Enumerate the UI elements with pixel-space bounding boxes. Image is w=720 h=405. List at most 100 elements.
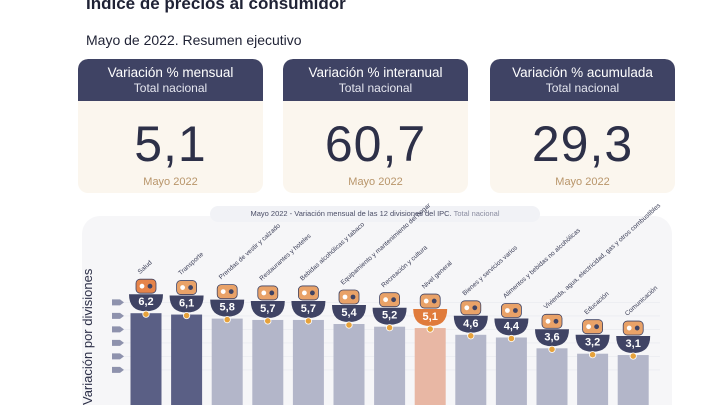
bar-group: 3,2 Educación bbox=[575, 290, 611, 405]
icon-detail bbox=[342, 294, 348, 300]
category-label: Transporte bbox=[177, 251, 205, 277]
icon-detail bbox=[228, 289, 234, 294]
bar bbox=[130, 313, 162, 405]
icon-detail bbox=[431, 298, 437, 304]
icon-shape bbox=[135, 278, 157, 294]
bar bbox=[455, 334, 487, 405]
y-tick-marker bbox=[112, 366, 124, 373]
icon-detail bbox=[391, 297, 396, 303]
bar-value-label: 6,1 bbox=[179, 298, 194, 310]
icon-shape bbox=[379, 292, 401, 308]
bar bbox=[211, 318, 243, 405]
medical-cross-icon bbox=[135, 278, 157, 294]
icon-detail bbox=[553, 318, 559, 324]
food-icon bbox=[500, 303, 522, 318]
bar-dot bbox=[507, 334, 515, 343]
bar-value-label: 5,8 bbox=[220, 302, 235, 314]
bar-group: 6,1 Transporte bbox=[169, 251, 205, 405]
icon-detail bbox=[472, 305, 478, 311]
bar-group: 6,2 Salud bbox=[129, 259, 163, 405]
icon-detail bbox=[505, 308, 510, 313]
bar-value-label: 4,4 bbox=[504, 321, 520, 333]
icon-shape bbox=[216, 284, 238, 300]
bar bbox=[252, 319, 284, 405]
y-tick-marker bbox=[112, 312, 124, 319]
y-tick-marker bbox=[112, 326, 124, 333]
value-bowl bbox=[453, 315, 488, 333]
icon-shape bbox=[297, 285, 319, 301]
icon-shape bbox=[257, 285, 279, 301]
bottle-icon bbox=[297, 285, 319, 301]
bar-dot bbox=[588, 351, 597, 359]
card-title: Variación % mensual bbox=[107, 65, 234, 80]
icon-detail bbox=[634, 325, 640, 331]
tools-icon bbox=[460, 300, 482, 316]
value-bowl bbox=[210, 299, 245, 317]
icon-shape bbox=[500, 303, 522, 318]
category-label: Recreación y cultura bbox=[380, 244, 429, 289]
chart-title: Mayo 2022 - Variación mensual de las 12 … bbox=[250, 209, 452, 218]
icon-shape bbox=[460, 300, 482, 316]
bar-value-label: 6,2 bbox=[138, 296, 153, 308]
icon-detail bbox=[261, 290, 267, 296]
icon-shape bbox=[176, 280, 198, 295]
bar-dot bbox=[304, 317, 312, 325]
bar-dot bbox=[467, 332, 475, 340]
bar bbox=[414, 328, 446, 405]
icon-detail bbox=[545, 318, 551, 324]
card-title: Variación % acumulada bbox=[512, 65, 653, 80]
chart-title-pill: Mayo 2022 - Variación mensual de las 12 … bbox=[210, 206, 540, 222]
card-date: Mayo 2022 bbox=[348, 176, 403, 188]
card-value: 5,1 bbox=[134, 116, 207, 172]
bar-value-label: 5,4 bbox=[341, 307, 357, 319]
value-bowl bbox=[575, 334, 610, 352]
bar-dot bbox=[345, 321, 353, 329]
icon-detail bbox=[302, 290, 307, 296]
card-value: 29,3 bbox=[531, 116, 634, 172]
bar-value-label: 5,2 bbox=[382, 310, 397, 322]
icon-shape bbox=[338, 289, 360, 305]
icon-detail bbox=[464, 305, 470, 311]
clothing-icon bbox=[216, 284, 238, 300]
card-header: Variación % interanual Total nacional bbox=[283, 59, 468, 101]
category-label: Nivel general bbox=[421, 260, 454, 291]
value-bowl bbox=[413, 309, 448, 327]
bar bbox=[333, 324, 365, 405]
icon-shape bbox=[582, 319, 603, 335]
car-icon bbox=[176, 280, 198, 295]
value-bowl bbox=[616, 336, 651, 354]
graduation-icon bbox=[582, 319, 603, 335]
basket-icon bbox=[419, 293, 441, 309]
icon-shape bbox=[419, 293, 441, 309]
value-bowl bbox=[129, 294, 163, 312]
card-date: Mayo 2022 bbox=[143, 176, 198, 188]
value-bowl bbox=[250, 300, 285, 318]
bar-dot bbox=[142, 310, 150, 318]
category-label: Comunicación bbox=[624, 285, 660, 318]
value-bowl bbox=[291, 300, 326, 318]
bar bbox=[374, 326, 406, 405]
icon-detail bbox=[423, 298, 429, 304]
card-date: Mayo 2022 bbox=[555, 176, 610, 188]
y-tick-marker bbox=[112, 353, 124, 360]
bar-dot bbox=[629, 352, 637, 360]
icon-detail bbox=[383, 297, 388, 303]
card-interannual: Variación % interanual Total nacional 60… bbox=[283, 59, 468, 193]
card-title: Variación % interanual bbox=[308, 65, 443, 80]
page-title: Índice de precios al consumidor bbox=[86, 0, 346, 13]
icon-detail bbox=[310, 290, 315, 296]
icon-detail bbox=[220, 289, 226, 294]
card-accumulated: Variación % acumulada Total nacional 29,… bbox=[490, 59, 675, 193]
icon-detail bbox=[594, 324, 599, 330]
bar-value-label: 5,1 bbox=[423, 311, 438, 323]
icon-detail bbox=[188, 285, 194, 290]
icon-detail bbox=[350, 294, 356, 300]
value-bowl bbox=[169, 295, 204, 313]
category-label: Salud bbox=[137, 259, 154, 276]
icon-detail bbox=[269, 290, 275, 296]
bar-group: 5,1 Nivel general bbox=[413, 260, 454, 405]
y-tick-marker bbox=[112, 299, 124, 306]
bar bbox=[536, 348, 568, 405]
